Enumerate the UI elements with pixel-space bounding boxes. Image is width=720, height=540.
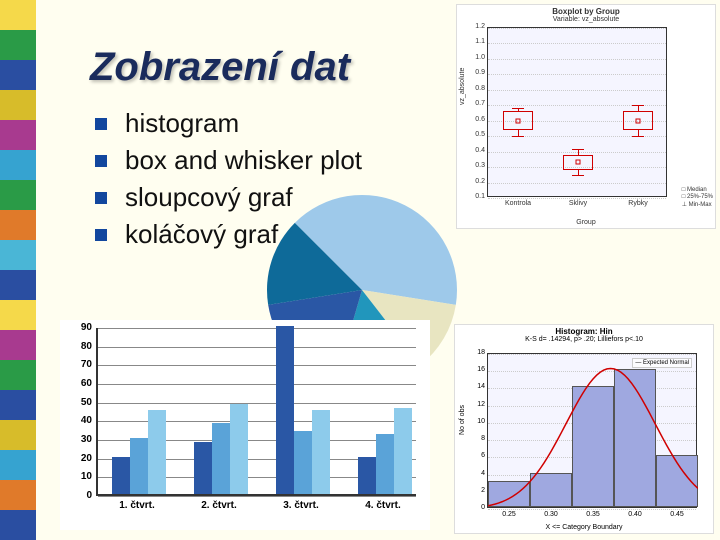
stripe	[0, 150, 36, 180]
bar	[230, 404, 248, 494]
boxplot-xlabel: Group	[457, 219, 715, 226]
bar	[358, 457, 376, 494]
stripe	[0, 360, 36, 390]
boxplot-title: Boxplot by Group	[457, 7, 715, 16]
stripe	[0, 450, 36, 480]
decorative-stripes	[0, 0, 36, 540]
bullet-icon	[95, 155, 107, 167]
bullet-label: histogram	[125, 108, 239, 139]
stripe	[0, 390, 36, 420]
histogram-ylabel: No of obs	[459, 405, 466, 435]
stripe	[0, 420, 36, 450]
stripe	[0, 30, 36, 60]
bar	[276, 326, 294, 494]
stripe	[0, 180, 36, 210]
bar	[194, 442, 212, 494]
stripe	[0, 0, 36, 30]
boxplot-ylabel: vz_absolute	[459, 68, 466, 105]
bar-chart: 01020304050607080901. čtvrt.2. čtvrt.3. …	[60, 320, 430, 530]
bullet-icon	[95, 229, 107, 241]
stripe	[0, 210, 36, 240]
bullet-item: histogram	[95, 108, 362, 139]
bullet-item: box and whisker plot	[95, 145, 362, 176]
bullet-icon	[95, 118, 107, 130]
bar	[312, 410, 330, 494]
bullet-icon	[95, 192, 107, 204]
boxplot-plot-area: KontrolaSklivyRybky	[487, 27, 667, 197]
stripe	[0, 300, 36, 330]
stripe	[0, 270, 36, 300]
boxplot-legend: □ Median□ 25%-75%⊥ Min-Max	[682, 187, 713, 210]
stripe	[0, 330, 36, 360]
stripe	[0, 240, 36, 270]
histogram-title: Histogram: Hin	[455, 327, 713, 336]
histogram-chart: Histogram: Hin K-S d= .14294, p> .20; Li…	[454, 324, 714, 534]
page-title: Zobrazení dat	[90, 45, 350, 90]
barchart-plot-area	[96, 328, 416, 496]
bar	[212, 423, 230, 494]
bar	[112, 457, 130, 494]
bar	[294, 431, 312, 494]
histogram-subtitle: K-S d= .14294, p> .20; Lilliefors p<.10	[455, 336, 713, 343]
stripe	[0, 510, 36, 540]
stripe	[0, 480, 36, 510]
stripe	[0, 60, 36, 90]
boxplot-subtitle: Variable: vz_absolute	[457, 16, 715, 23]
bar	[376, 434, 394, 494]
histogram-plot-area: — Expected Normal 0.250.300.350.400.45	[487, 353, 697, 508]
bar	[148, 410, 166, 494]
histogram-xlabel: X <= Category Boundary	[455, 524, 713, 531]
stripe	[0, 90, 36, 120]
bullet-label: koláčový graf	[125, 219, 278, 250]
stripe	[0, 120, 36, 150]
bar	[394, 408, 412, 494]
bar	[130, 438, 148, 494]
bullet-label: box and whisker plot	[125, 145, 362, 176]
boxplot-chart: Boxplot by Group Variable: vz_absolute v…	[456, 4, 716, 229]
